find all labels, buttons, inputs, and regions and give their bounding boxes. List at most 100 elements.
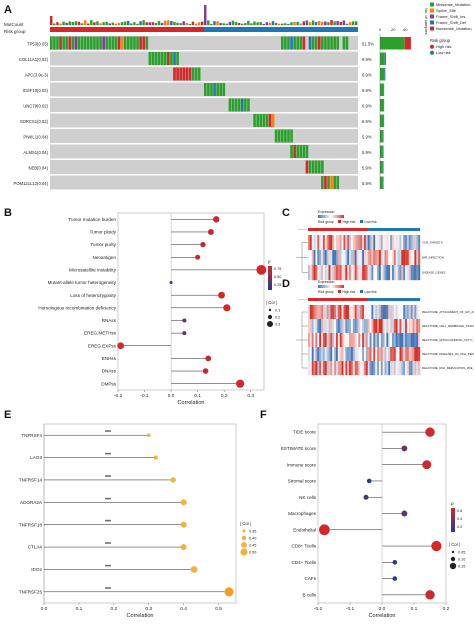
mutation-cell: [244, 98, 247, 112]
legend-p-tick: 0.75: [274, 267, 281, 271]
heatmap-cell: [371, 347, 374, 362]
heatmap-cell: [336, 361, 339, 376]
heatmap-cell: [375, 333, 378, 348]
legend-risk-title: Risk group: [430, 38, 451, 43]
heatmap-cell: [395, 250, 398, 266]
heatmap-cell: [393, 235, 396, 251]
heatmap-cell: [321, 319, 324, 334]
panel-label-f: F: [260, 409, 267, 421]
risk-annotation-cell: [392, 298, 395, 301]
heatmap-cell: [308, 265, 311, 281]
heatmap-cell: [401, 347, 404, 362]
risk-annotation-cell: [378, 228, 381, 231]
heatmap-cell: [365, 265, 368, 281]
tmb-bar: [354, 21, 358, 25]
heatmap-cell: [416, 305, 419, 320]
mutation-cell: [191, 67, 195, 81]
expression-colorbar: [318, 285, 344, 288]
risk-annotation-cell: [328, 228, 331, 231]
risk-annotation-cell: [324, 298, 327, 301]
lollipop-point: [170, 477, 176, 483]
mutation-cell: [296, 36, 300, 50]
risk-annotation-cell: [418, 228, 421, 231]
heatmap-cell: [322, 347, 325, 362]
risk-annotation-cell: [317, 298, 320, 301]
heatmap-cell: [311, 265, 314, 281]
heatmap-cell: [336, 347, 339, 362]
heatmap-cell: [403, 265, 406, 281]
heatmap-cell: [377, 347, 380, 362]
mutation-cell: [333, 176, 336, 189]
heatmap-cell: [321, 250, 324, 266]
risk-annotation-cell: [399, 298, 402, 301]
heatmap-cell: [393, 347, 396, 362]
heatmap-cell: [408, 235, 411, 251]
heatmap-cell: [350, 333, 353, 348]
heatmap-cell: [375, 319, 378, 334]
heatmap-cell: [382, 235, 385, 251]
risk-annotation-cell: [341, 228, 344, 231]
tmb-bar: [333, 21, 336, 25]
heatmap-cell: [418, 361, 421, 376]
risk-annotation-cell: [369, 228, 372, 231]
heatmap-cell: [384, 265, 387, 281]
tmb-bar: [163, 20, 167, 25]
heatmap-cell: [339, 250, 342, 266]
gene-row-bg: [50, 129, 358, 143]
tmb-bar: [302, 21, 306, 25]
heatmap-row-label: REACTOME_ATTACHMENT_OF_GPI_ANCHOR_TO_UPA…: [422, 310, 474, 314]
tmb-bar: [53, 23, 56, 25]
risk-legend-label: High risk: [343, 290, 356, 294]
risk-annotation-cell: [384, 228, 387, 231]
freq-bar: [380, 83, 384, 96]
mutation-cell: [327, 36, 330, 50]
heatmap-cell: [345, 333, 348, 348]
freq-bar-segment: [382, 145, 384, 158]
category-label: Microsatellite instability: [69, 267, 117, 272]
x-axis-label: Correlation: [178, 400, 205, 406]
legend-cor-dot: [242, 529, 246, 533]
lollipop-point: [392, 576, 398, 581]
heatmap-cell: [324, 361, 327, 376]
gene-percent: 5.9%: [362, 150, 372, 155]
heatmap-cell: [406, 250, 409, 266]
x-tick-label: -0.2: [314, 606, 323, 612]
heatmap-cell: [358, 333, 361, 348]
mutation-cell: [305, 145, 309, 158]
mutation-cell: [314, 160, 318, 174]
heatmap-cell: [332, 265, 335, 281]
risk-annotation-cell: [308, 298, 311, 301]
heatmap-cell: [319, 250, 322, 266]
heatmap-cell: [336, 235, 339, 251]
mutation-cell: [148, 52, 152, 65]
heatmap-row-label: REACTOME_MITOCHONDRIAL_FATTY_ACID: [422, 338, 474, 342]
x-tick-label: 0.3: [247, 393, 254, 399]
mutation-cell: [308, 36, 312, 50]
heatmap-cell: [401, 333, 404, 348]
mutation-cell: [317, 160, 321, 174]
heatmap-cell: [313, 250, 316, 266]
gene-row-bg: [50, 51, 358, 66]
mutation-cell: [268, 114, 272, 127]
heatmap-cell: [324, 235, 327, 251]
category-label: NK cells: [299, 495, 317, 500]
lollipop-point: [117, 342, 125, 350]
mutation-cell: [277, 129, 281, 143]
mutation-cell: [114, 36, 118, 50]
mutation-cell: [237, 98, 241, 112]
tmb-bar: [314, 22, 318, 25]
heatmap-cell: [371, 265, 374, 281]
freq-bar-segment: [404, 37, 411, 50]
heatmap-cell: [403, 319, 406, 334]
heatmap-cell: [308, 333, 311, 348]
mutation-cell: [234, 98, 238, 112]
mutation-cell: [222, 83, 226, 96]
heatmap-cell: [410, 333, 413, 348]
heatmap-cell: [408, 333, 411, 348]
mutation-cell: [345, 36, 349, 50]
heatmap-cell: [315, 250, 318, 266]
heatmap-cell: [375, 265, 378, 281]
heatmap-cell: [328, 235, 331, 251]
heatmap-cell: [319, 333, 322, 348]
risk-annotation-cell: [395, 298, 398, 301]
